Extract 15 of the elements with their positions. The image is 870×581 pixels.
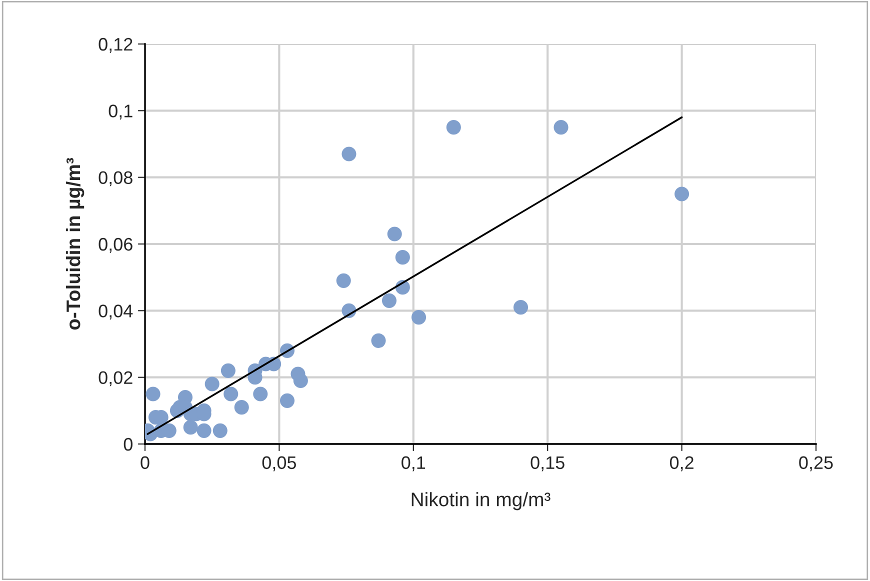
y-tick-label: 0,06 [98, 238, 132, 253]
y-tick-label: 0,12 [98, 38, 132, 53]
x-tick-label: 0,15 [530, 456, 564, 472]
x-tick-label: 0,25 [799, 456, 833, 472]
x-axis-title: Nikotin in mg/m³ [412, 492, 550, 510]
y-tick-label: 0,02 [98, 371, 132, 386]
y-axis-title: o-Toluidin in µg/m³ [66, 158, 84, 330]
y-tick-label: 0,04 [98, 304, 133, 320]
x-tick-label: 0 [140, 456, 150, 470]
y-tick-label: 0,1 [108, 104, 132, 120]
y-tick-label: 0 [124, 438, 132, 451]
x-tick-label: 0,05 [262, 456, 296, 472]
x-tick-label: 0,1 [402, 456, 426, 472]
y-tick-label: 0,08 [98, 171, 132, 186]
x-tick-label: 0,2 [670, 456, 694, 472]
